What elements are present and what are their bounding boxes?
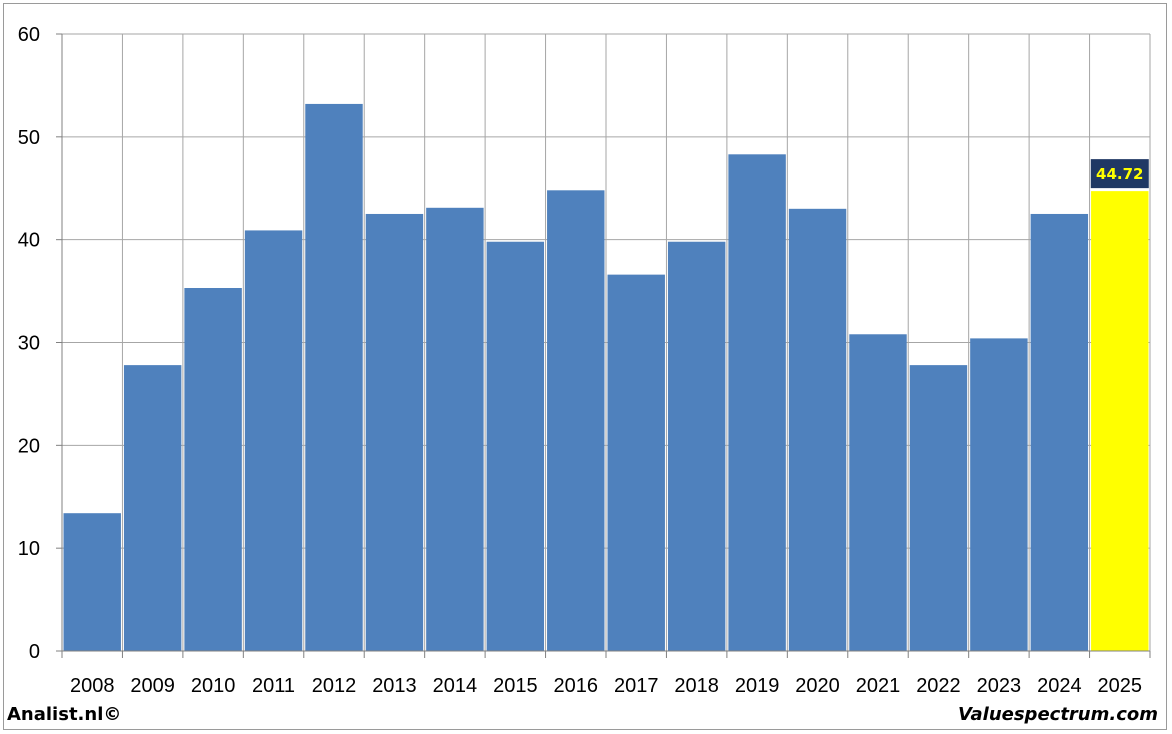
bar-2013: [365, 213, 424, 652]
bar-2019: [728, 154, 786, 651]
y-tick-label: 0: [29, 641, 40, 663]
x-tick-label: 2025: [1098, 675, 1143, 697]
x-tick-label: 2011: [252, 675, 295, 697]
y-tick-label: 30: [18, 333, 40, 355]
axes: [56, 33, 1151, 658]
bar-2018: [667, 241, 726, 651]
bar-2020: [788, 208, 847, 652]
x-tick-label: 2016: [554, 675, 599, 697]
x-tick-label: 2020: [795, 675, 840, 697]
bar-2025: [1091, 191, 1149, 651]
bar-2023: [970, 338, 1028, 651]
value-label: 44.72: [1096, 165, 1143, 183]
bar-2021: [849, 334, 907, 651]
x-tick-label: 2024: [1037, 675, 1082, 697]
footer-source-right: Valuespectrum.com: [957, 704, 1158, 725]
bar-2011: [244, 230, 303, 651]
x-tick-label: 2021: [856, 675, 901, 697]
annotations: 44.72: [1090, 159, 1149, 189]
x-tick-label: 2022: [916, 675, 961, 697]
y-tick-label: 10: [18, 538, 40, 560]
axis-labels: 0 10 20 30 40 50 60 2008 2009 2010 2011 2012 2013 201…: [18, 24, 1142, 697]
bar-2014: [426, 207, 484, 651]
bar-2010: [184, 287, 242, 651]
bar-2024: [1030, 213, 1089, 652]
x-tick-label: 2013: [372, 675, 417, 697]
x-tick-label: 2008: [70, 675, 115, 697]
y-tick-label: 20: [18, 435, 40, 457]
x-tick-label: 2019: [735, 675, 780, 697]
x-tick-label: 2012: [312, 675, 357, 697]
x-tick-label: 2017: [614, 675, 659, 697]
bar-2012: [305, 103, 363, 652]
x-tick-label: 2023: [977, 675, 1022, 697]
x-tick-label: 2014: [433, 675, 478, 697]
bar-2017: [607, 274, 665, 651]
x-tick-label: 2009: [130, 675, 175, 697]
x-tick-label: 2015: [493, 675, 538, 697]
bar-2015: [486, 241, 545, 651]
footer-source-left: Analist.nl©: [7, 704, 122, 725]
y-tick-label: 40: [18, 230, 40, 252]
bar-2022: [909, 365, 968, 651]
x-tick-label: 2018: [674, 675, 719, 697]
bar-2008: [63, 513, 121, 651]
y-tick-label: 60: [18, 24, 40, 46]
bars: [63, 103, 1149, 652]
x-tick-label: 2010: [191, 675, 236, 697]
bar-2009: [123, 365, 182, 651]
bar-2016: [547, 190, 605, 651]
y-tick-label: 50: [18, 127, 40, 149]
value-label-box: [1090, 159, 1149, 189]
